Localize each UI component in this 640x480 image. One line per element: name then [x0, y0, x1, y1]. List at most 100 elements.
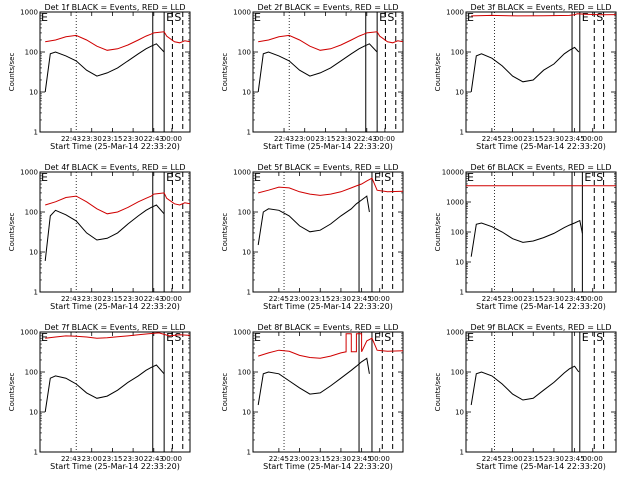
x-tick-label: 23:45 [352, 295, 372, 303]
event-marker: E [166, 331, 173, 344]
y-tick-label: 10 [455, 259, 464, 267]
x-axis-label: Start Time (25-Mar-14 22:33:20) [50, 302, 180, 311]
y-tick-label: 100 [451, 369, 464, 377]
panel-title: Det 5f BLACK = Events, RED = LLD [257, 163, 398, 172]
x-tick-label: 23:00 [502, 295, 522, 303]
y-tick-label: 10000 [442, 169, 464, 177]
x-tick-label: 23:45 [565, 135, 585, 143]
y-axis-label: Counts/sec [434, 53, 442, 92]
event-marker: S [387, 11, 394, 24]
lld-series [258, 31, 403, 51]
x-tick-label: 23:30 [544, 135, 564, 143]
x-tick-label: 23:15 [523, 135, 543, 143]
x-tick-label: 23:00 [502, 135, 522, 143]
y-tick-label: 1000 [446, 9, 464, 17]
y-tick-label: 1000 [446, 329, 464, 337]
y-tick-label: 10 [29, 249, 38, 257]
x-tick-label: 22:45 [269, 455, 289, 463]
panel-title: Det 4f BLACK = Events, RED = LLD [44, 163, 185, 172]
event-marker: E [41, 11, 48, 24]
y-tick-label: 10 [242, 249, 251, 257]
y-axis-label: Counts/sec [434, 373, 442, 412]
x-tick-label: 22:43 [357, 135, 377, 143]
x-axis-label: Start Time (25-Mar-14 22:33:20) [476, 142, 606, 151]
event-marker: E [374, 331, 381, 344]
x-tick-label: 23:30 [123, 135, 143, 143]
x-tick-label: 23:00 [502, 455, 522, 463]
events-series [257, 357, 370, 406]
events-series [470, 219, 583, 257]
y-tick-label: 100 [238, 209, 251, 217]
event-marker: E [584, 171, 591, 184]
events-series [470, 365, 580, 406]
x-tick-label: 23:15 [102, 295, 122, 303]
y-tick-label: 100 [25, 369, 38, 377]
x-axis-label: Start Time (25-Mar-14 22:33:20) [50, 462, 180, 471]
plot-frame [39, 331, 191, 453]
events-series [44, 43, 165, 93]
x-tick-label: 00:00 [583, 135, 603, 143]
y-tick-label: 1 [247, 449, 251, 457]
panel-9: Det 9f BLACK = Events, RED = LLD 1 10 100 10… [434, 323, 617, 471]
x-tick-label: 23:45 [565, 455, 585, 463]
y-tick-label: 10 [242, 409, 251, 417]
x-tick-label: 22:45 [269, 295, 289, 303]
x-tick-label: 00:00 [370, 455, 390, 463]
x-tick-label: 23:30 [82, 295, 102, 303]
plot-frame [252, 11, 404, 133]
y-tick-label: 1 [247, 289, 251, 297]
event-marker: E [254, 11, 261, 24]
y-tick-label: 1 [34, 289, 38, 297]
events-series [44, 204, 165, 261]
x-tick-label: 00:00 [375, 135, 395, 143]
x-tick-label: 23:00 [295, 135, 315, 143]
lld-series [45, 332, 190, 339]
x-tick-label: 23:45 [565, 295, 585, 303]
event-marker: E [582, 11, 589, 24]
x-tick-label: 22:43 [61, 455, 81, 463]
y-tick-label: 1 [460, 449, 464, 457]
events-series [257, 43, 378, 93]
y-tick-label: 1000 [446, 199, 464, 207]
plot-frame [465, 11, 617, 133]
lld-series [471, 13, 616, 17]
plot-frame [39, 171, 191, 293]
y-tick-label: 1 [34, 449, 38, 457]
x-tick-label: 23:30 [331, 455, 351, 463]
y-tick-label: 10 [455, 409, 464, 417]
x-tick-label: 23:30 [123, 295, 143, 303]
panel-title: Det 7f BLACK = Events, RED = LLD [44, 323, 185, 332]
event-marker: S [174, 171, 181, 184]
x-tick-label: 22:43 [61, 135, 81, 143]
y-axis-label: Counts/sec [8, 213, 16, 252]
x-tick-label: 23:15 [102, 455, 122, 463]
y-tick-label: 100 [238, 49, 251, 57]
event-marker: S [596, 11, 603, 24]
x-tick-label: 23:00 [289, 295, 309, 303]
event-marker: E [41, 331, 48, 344]
y-tick-label: 100 [451, 49, 464, 57]
x-tick-label: 22:45 [482, 135, 502, 143]
panel-title: Det 8f BLACK = Events, RED = LLD [257, 323, 398, 332]
panel-8: Det 8f BLACK = Events, RED = LLD 1 10 100 10… [221, 323, 404, 471]
event-marker: S [174, 11, 181, 24]
event-marker: E [166, 11, 173, 24]
y-tick-label: 100 [25, 209, 38, 217]
panel-1: Det 1f BLACK = Events, RED = LLD 1 10 100 10… [8, 3, 191, 151]
x-tick-label: 22:45 [482, 455, 502, 463]
x-tick-label: 23:15 [315, 135, 335, 143]
events-series [44, 364, 165, 413]
event-marker: E [467, 11, 474, 24]
event-marker: E [582, 331, 589, 344]
plot-frame [252, 171, 404, 293]
x-axis-label: Start Time (25-Mar-14 22:33:20) [263, 302, 393, 311]
y-tick-label: 1000 [20, 9, 38, 17]
x-tick-label: 22:43 [144, 455, 164, 463]
y-tick-label: 10 [242, 89, 251, 97]
x-axis-label: Start Time (25-Mar-14 22:33:20) [476, 302, 606, 311]
event-marker: E [467, 331, 474, 344]
event-marker: S [596, 171, 603, 184]
x-tick-label: 23:45 [352, 455, 372, 463]
x-tick-label: 00:00 [162, 455, 182, 463]
x-tick-label: 23:15 [310, 295, 330, 303]
